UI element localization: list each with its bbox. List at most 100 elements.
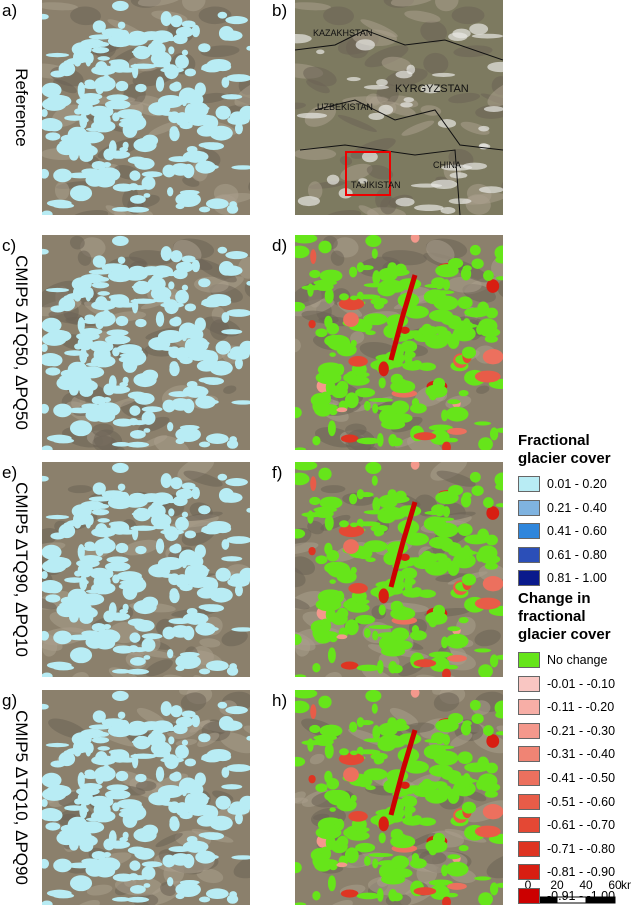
glacier (117, 529, 137, 535)
legend-swatch (518, 652, 540, 668)
glacier (246, 45, 250, 51)
glacier (117, 256, 126, 264)
glacier (141, 596, 159, 609)
glacier (295, 633, 302, 646)
glacier (50, 70, 66, 78)
terrain (404, 722, 435, 733)
terrain (448, 149, 474, 169)
glacier (433, 522, 459, 538)
glacier (45, 514, 70, 520)
glacier (82, 117, 89, 123)
legend-item: -0.41 - -0.50 (518, 768, 630, 788)
glacier (339, 293, 349, 301)
glacier (79, 151, 94, 162)
glacier (400, 340, 418, 353)
glacier (77, 544, 85, 560)
glacier (295, 245, 310, 259)
glacier (461, 801, 477, 814)
glacier (42, 403, 50, 414)
glacier (131, 185, 148, 191)
terrain (380, 101, 416, 117)
glacier (338, 524, 365, 538)
snow (400, 102, 413, 108)
glacier (42, 798, 48, 808)
glacier (155, 538, 165, 554)
glacier (471, 258, 484, 269)
glacier (217, 473, 228, 481)
glacier (129, 430, 146, 439)
glacier (42, 82, 62, 98)
glacier (141, 171, 163, 178)
glacier (312, 398, 330, 414)
glacier (494, 472, 503, 488)
glacier (318, 467, 332, 481)
glacier (363, 283, 387, 288)
terrain (234, 79, 250, 107)
glacier (482, 349, 503, 365)
glacier (355, 387, 376, 398)
glacier (160, 302, 184, 308)
legend-label: -0.41 - -0.50 (547, 770, 616, 785)
glacier (310, 704, 317, 720)
glacier (478, 892, 493, 905)
glacier (127, 391, 147, 400)
glacier (206, 524, 225, 531)
glacier (376, 433, 384, 447)
glacier (447, 427, 467, 435)
glacier (329, 352, 336, 357)
glacier (226, 74, 250, 82)
glacier (295, 462, 318, 471)
glacier (234, 584, 243, 597)
terrain (245, 596, 281, 627)
glacier (77, 790, 94, 806)
terrain (446, 276, 482, 293)
glacier (205, 660, 229, 671)
glacier (334, 591, 341, 601)
border (295, 29, 503, 61)
glacier (421, 323, 433, 338)
glacier (129, 632, 141, 643)
glacier (135, 318, 147, 328)
glacier (175, 26, 194, 38)
glacier (344, 619, 359, 636)
map-panel (295, 690, 503, 905)
terrain (408, 833, 436, 848)
glacier (130, 298, 157, 304)
glacier (368, 625, 394, 630)
glacier (326, 549, 340, 562)
glacier (432, 604, 446, 617)
glacier (175, 191, 201, 208)
glacier (226, 764, 250, 772)
glacier (474, 597, 501, 610)
glacier (234, 357, 243, 370)
glacier (42, 210, 53, 215)
glacier (489, 654, 499, 668)
glacier (453, 321, 474, 331)
glacier (209, 125, 233, 141)
glacier (239, 105, 250, 120)
glacier (93, 111, 111, 128)
snow (431, 72, 456, 77)
terrain (361, 667, 395, 677)
terrain (497, 278, 503, 298)
glacier (199, 394, 208, 408)
glacier (363, 313, 388, 326)
glacier (225, 706, 248, 715)
glacier (484, 562, 499, 570)
glacier (141, 266, 162, 274)
glacier (85, 127, 109, 132)
terrain (465, 194, 491, 215)
glacier (324, 515, 334, 531)
glacier (77, 100, 94, 116)
legend-label: -0.21 - -0.30 (547, 723, 616, 738)
glacier (310, 476, 317, 492)
legend-item: -0.31 - -0.40 (518, 744, 630, 764)
glacier (308, 774, 316, 784)
terrain (322, 899, 353, 905)
glacier (418, 817, 436, 826)
snow (478, 125, 490, 132)
glacier (478, 664, 493, 677)
glacier (91, 160, 106, 170)
terrain (345, 423, 367, 437)
glacier (188, 555, 204, 568)
